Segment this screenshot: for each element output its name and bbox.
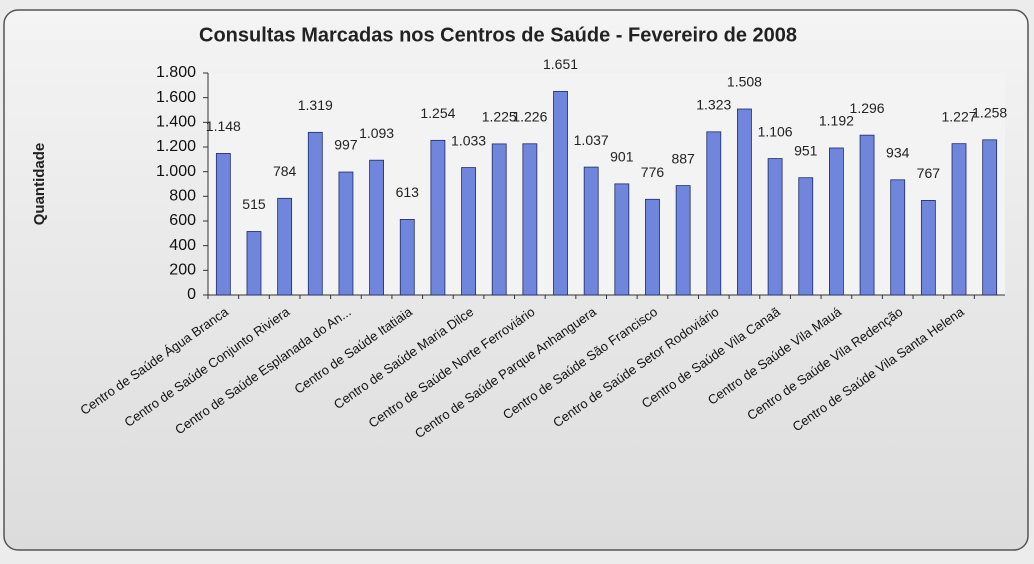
bar (675, 185, 691, 296)
bar (798, 177, 814, 296)
bar (951, 143, 967, 296)
value-label: 776 (641, 164, 665, 180)
bar (645, 198, 660, 296)
bar (614, 183, 630, 296)
bar (246, 231, 262, 296)
y-tick-label: 600 (169, 212, 196, 229)
value-label: 1.106 (758, 123, 793, 139)
value-label: 1.651 (543, 56, 578, 72)
value-label: 784 (273, 163, 297, 179)
bar (920, 200, 936, 296)
value-label: 1.323 (696, 97, 731, 113)
value-label: 887 (671, 150, 695, 166)
value-label: 901 (610, 149, 634, 165)
bar (307, 131, 323, 296)
bar (399, 218, 415, 296)
value-label: 1.192 (819, 113, 854, 129)
y-tick-label: 200 (169, 262, 196, 279)
bar (583, 166, 599, 296)
y-tick-label: 1.800 (156, 64, 196, 81)
y-axis-title: Quantidade (31, 143, 48, 226)
bar (859, 134, 875, 296)
bar (369, 159, 384, 296)
value-label: 1.037 (574, 132, 609, 148)
value-label: 1.225 (482, 109, 517, 125)
bar (706, 131, 722, 296)
bar (767, 158, 783, 296)
value-label: 1.508 (727, 74, 762, 90)
value-label: 1.296 (850, 100, 885, 116)
value-label: 1.033 (451, 132, 486, 148)
value-label: 1.093 (359, 125, 394, 141)
value-label: 997 (334, 137, 358, 153)
value-label: 934 (886, 145, 910, 161)
bar (829, 147, 844, 296)
value-label: 767 (917, 165, 941, 181)
value-label: 1.148 (206, 118, 241, 134)
y-tick-label: 0 (187, 286, 196, 303)
value-label: 1.227 (941, 108, 976, 124)
bar (522, 143, 538, 296)
value-label: 1.254 (420, 105, 455, 121)
y-tick-label: 1.200 (156, 138, 196, 155)
bar (215, 153, 231, 296)
y-tick-label: 1.000 (156, 163, 196, 180)
bar (277, 197, 293, 296)
y-tick-label: 1.600 (156, 89, 196, 106)
value-label: 1.226 (512, 108, 547, 124)
bar (737, 108, 752, 296)
y-tick-label: 800 (169, 188, 196, 205)
value-label: 1.258 (972, 105, 1007, 121)
value-label: 951 (794, 142, 818, 158)
bar (430, 139, 446, 296)
value-label: 613 (396, 184, 420, 200)
bar (338, 171, 354, 296)
bar (461, 167, 476, 296)
chart-title: Consultas Marcadas nos Centros de Saúde … (199, 24, 797, 46)
value-label: 515 (242, 196, 266, 212)
bar (890, 179, 906, 296)
value-label: 1.319 (298, 97, 333, 113)
bar (982, 139, 998, 296)
y-tick-label: 1.400 (156, 114, 196, 131)
bar (553, 90, 568, 296)
bar (491, 143, 507, 296)
y-tick-label: 400 (169, 237, 196, 254)
